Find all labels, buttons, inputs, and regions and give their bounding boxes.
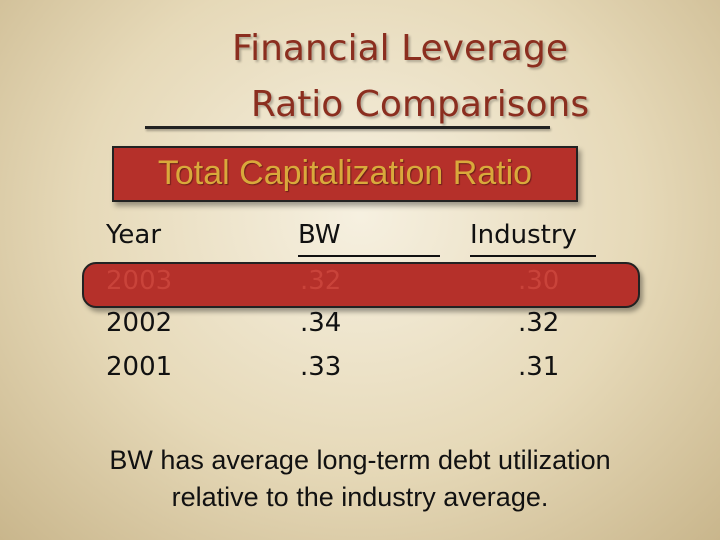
header-bw: BW — [298, 220, 341, 250]
header-industry-underline — [470, 255, 596, 257]
title-underline — [145, 126, 550, 129]
title-line-2: Ratio Comparisons — [250, 84, 590, 125]
conclusion-note: BW has average long-term debt utilizatio… — [40, 442, 680, 516]
header-bw-underline — [298, 255, 440, 257]
title-line-1: Financial Leverage — [232, 28, 568, 69]
header-industry: Industry — [470, 220, 577, 250]
subtitle-box: Total Capitalization Ratio — [112, 146, 578, 202]
row-2003-bw: .32 — [300, 266, 342, 296]
row-2001-industry: .31 — [518, 352, 560, 382]
header-year: Year — [106, 220, 162, 250]
row-2001-year: 2001 — [106, 352, 173, 382]
row-2003-industry: .30 — [518, 266, 560, 296]
subtitle: Total Capitalization Ratio — [157, 154, 533, 192]
row-2003-year: 2003 — [106, 266, 173, 296]
row-2002-bw: .34 — [300, 308, 342, 338]
row-2002-industry: .32 — [518, 308, 560, 338]
row-2001-bw: .33 — [300, 352, 342, 382]
conclusion-line-2: relative to the industry average. — [171, 482, 549, 512]
conclusion-line-1: BW has average long-term debt utilizatio… — [109, 445, 611, 475]
row-2002-year: 2002 — [106, 308, 173, 338]
row-highlight — [82, 262, 640, 308]
